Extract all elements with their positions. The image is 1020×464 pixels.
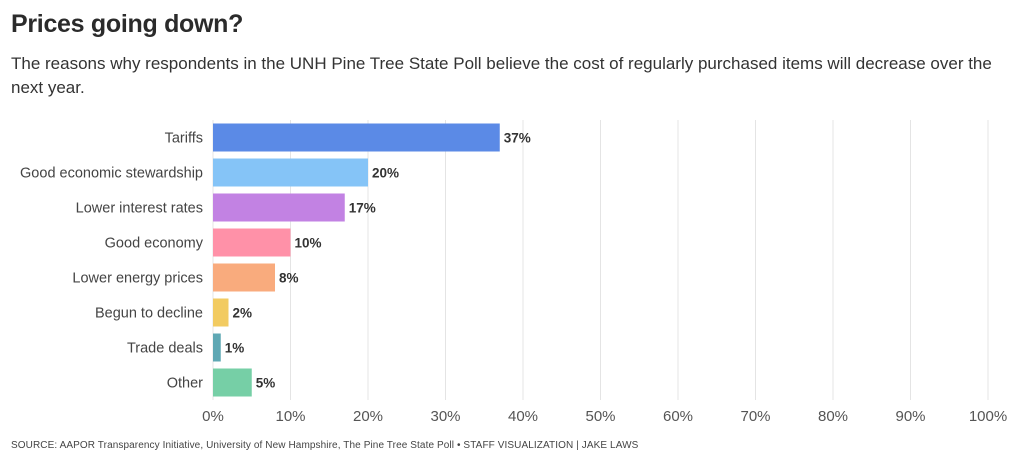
value-label: 20% [372, 166, 399, 181]
category-label: Other [167, 376, 203, 392]
category-label: Lower interest rates [76, 201, 203, 217]
grid-lines [212, 120, 989, 400]
x-tick-label: 60% [663, 408, 693, 425]
category-label: Begun to decline [95, 306, 203, 322]
chart-title: Prices going down? [11, 10, 244, 38]
value-label: 37% [504, 131, 531, 146]
x-tick-label: 100% [969, 408, 1007, 425]
bar [213, 158, 368, 187]
value-label: 1% [225, 341, 245, 356]
value-label: 5% [256, 376, 276, 391]
bars [213, 123, 500, 397]
x-axis-ticks: 0% 10% 20% 30% 40% 50% 60% 70% 80% 90% 100% [202, 408, 1007, 425]
category-labels: Tariffs Good economic stewardship Lower in… [20, 131, 204, 392]
chart-subtitle: The reasons why respondents in the UNH P… [11, 54, 992, 97]
value-labels: 37% 20% 17% 10% 8% 2% 1% 5% [225, 131, 531, 391]
bar [213, 228, 291, 257]
x-tick-label: 80% [818, 408, 848, 425]
x-tick-label: 70% [740, 408, 770, 425]
x-tick-label: 40% [508, 408, 538, 425]
bar [213, 193, 345, 222]
x-tick-label: 90% [895, 408, 925, 425]
category-label: Good economic stewardship [20, 166, 203, 182]
value-label: 10% [295, 236, 322, 251]
x-tick-label: 30% [430, 408, 460, 425]
category-label: Lower energy prices [72, 271, 203, 287]
x-tick-label: 10% [275, 408, 305, 425]
category-label: Trade deals [127, 341, 203, 357]
value-label: 8% [279, 271, 299, 286]
value-label: 2% [233, 306, 253, 321]
bar [213, 263, 275, 292]
bar [213, 298, 229, 327]
x-tick-label: 50% [585, 408, 615, 425]
source-credit: SOURCE: AAPOR Transparency Initiative, U… [11, 440, 639, 451]
bar [213, 333, 221, 362]
x-tick-label: 0% [202, 408, 224, 425]
category-label: Good economy [105, 236, 204, 252]
bar [213, 368, 252, 397]
x-tick-label: 20% [353, 408, 383, 425]
bar [213, 123, 500, 152]
value-label: 17% [349, 201, 376, 216]
category-label: Tariffs [165, 131, 203, 147]
